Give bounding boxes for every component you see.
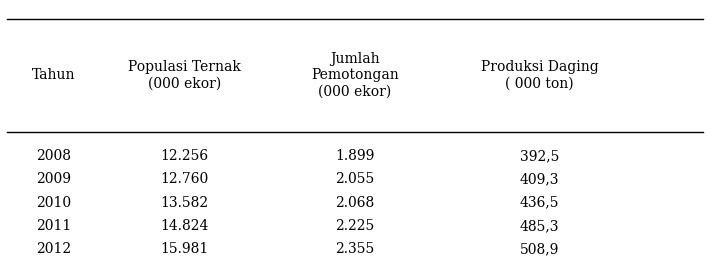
Text: Populasi Ternak
(000 ekor): Populasi Ternak (000 ekor) <box>129 60 241 90</box>
Text: 2012: 2012 <box>36 242 71 256</box>
Text: 2.068: 2.068 <box>335 196 375 210</box>
Text: 2009: 2009 <box>36 172 71 187</box>
Text: 15.981: 15.981 <box>160 242 209 256</box>
Text: 436,5: 436,5 <box>520 196 559 210</box>
Text: Jumlah
Pemotongan
(000 ekor): Jumlah Pemotongan (000 ekor) <box>311 52 399 99</box>
Text: 485,3: 485,3 <box>520 219 559 233</box>
Text: 2011: 2011 <box>36 219 71 233</box>
Text: Produksi Daging
( 000 ton): Produksi Daging ( 000 ton) <box>481 60 599 90</box>
Text: 13.582: 13.582 <box>160 196 209 210</box>
Text: 14.824: 14.824 <box>160 219 209 233</box>
Text: 508,9: 508,9 <box>520 242 559 256</box>
Text: 2010: 2010 <box>36 196 71 210</box>
Text: 2008: 2008 <box>36 149 71 163</box>
Text: 12.256: 12.256 <box>160 149 209 163</box>
Text: 409,3: 409,3 <box>520 172 559 187</box>
Text: 392,5: 392,5 <box>520 149 559 163</box>
Text: 2.055: 2.055 <box>335 172 375 187</box>
Text: 1.899: 1.899 <box>335 149 375 163</box>
Text: 2.355: 2.355 <box>335 242 375 256</box>
Text: 12.760: 12.760 <box>160 172 209 187</box>
Text: 2.225: 2.225 <box>335 219 375 233</box>
Text: Tahun: Tahun <box>31 68 75 82</box>
